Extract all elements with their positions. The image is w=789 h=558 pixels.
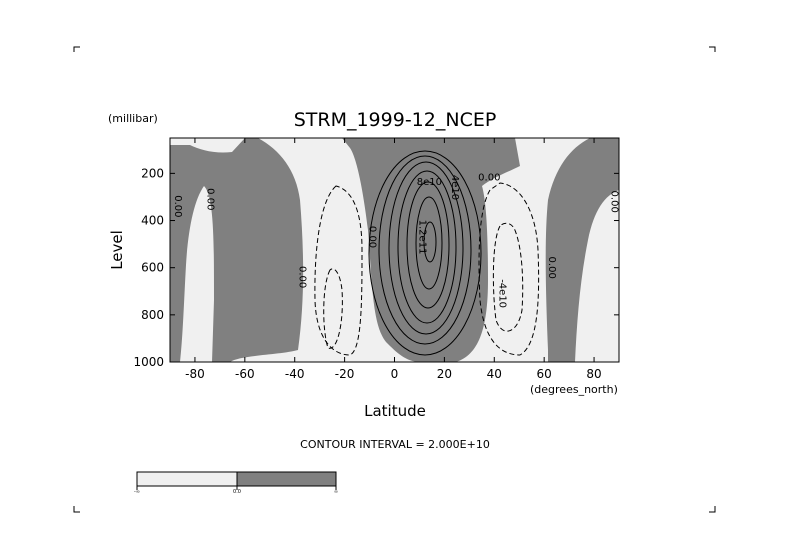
x-tick-label: 0 [391, 367, 399, 381]
colorbar-positive-swatch [236, 471, 337, 487]
contour-label: 8e10 [417, 177, 442, 188]
x-tick-label: -60 [235, 367, 255, 381]
filled-contours [170, 138, 619, 362]
positive-region-tropics [342, 138, 520, 362]
positive-region-north-polar [545, 138, 619, 362]
y-tick-label: 1000 [133, 355, 164, 369]
positive-region-south-polar [170, 138, 304, 362]
contour-line [406, 181, 450, 309]
colorbar: -∞ 0.0 ∞ [134, 471, 338, 495]
x-tick-label: 60 [537, 367, 552, 381]
x-tick-label: -80 [185, 367, 205, 381]
contour-line [368, 150, 482, 356]
crop-mark-bottom-left [73, 506, 80, 513]
contour-label: 0.00 [367, 226, 378, 248]
x-tick-label: 20 [437, 367, 452, 381]
x-unit-label: (degrees_north) [530, 383, 618, 396]
colorbar-label-zero: 0.0 [233, 489, 241, 495]
y-unit-label: (millibar) [108, 112, 158, 125]
contour-line [388, 161, 464, 335]
crop-marks [73, 46, 716, 513]
contour-label: 1.2e11 [416, 220, 427, 255]
x-tick-label: 80 [586, 367, 601, 381]
negative-contour-line [492, 222, 524, 332]
contour-line [378, 155, 472, 345]
y-axis-label: Level [108, 230, 126, 270]
chart-title: STRM_1999-12_NCEP [294, 109, 497, 131]
contour-interval-label: CONTOUR INTERVAL = 2.000E+10 [300, 438, 490, 451]
contour-label: 4e10 [449, 175, 460, 200]
y-axis: 200 400 600 800 1000 [133, 166, 619, 369]
negative-contour-line [323, 268, 343, 349]
contour-line [415, 196, 443, 290]
contour-labels: 0.00 0.00 0.00 0.00 8e10 4e10 1.2e11 0.00 -4e10 0… [172, 172, 620, 308]
x-axis-label: Latitude [364, 402, 426, 420]
contour-label: 0.00 [546, 257, 557, 279]
negative-contour-line [314, 185, 363, 356]
contour-label: 0.00 [297, 266, 308, 288]
contour-line [423, 221, 437, 263]
x-tick-label: -20 [335, 367, 355, 381]
x-axis: -80 -60 -40 -20 0 20 40 60 80 [185, 138, 602, 381]
negative-contour-line [478, 182, 540, 356]
contour-label: 0.00 [478, 172, 500, 183]
negative-contours [314, 182, 540, 356]
contour-label: 0.00 [204, 188, 215, 210]
crop-mark-bottom-right [709, 506, 716, 513]
colorbar-label-max: ∞ [334, 489, 338, 495]
contour-label: 0.00 [172, 195, 183, 217]
positive-contours [368, 150, 482, 356]
x-tick-label: -40 [285, 367, 305, 381]
contour-line [397, 170, 457, 324]
crop-mark-top-right [709, 46, 716, 52]
contour-label: 0.00 [609, 191, 620, 213]
crop-mark-top-left [73, 46, 80, 52]
colorbar-label-min: -∞ [134, 489, 140, 495]
colorbar-negative-swatch [136, 471, 238, 487]
y-tick-label: 400 [141, 214, 164, 228]
y-tick-label: 600 [141, 261, 164, 275]
x-tick-label: 40 [487, 367, 502, 381]
contour-label: -4e10 [496, 279, 507, 308]
y-tick-label: 200 [141, 166, 164, 180]
y-tick-label: 800 [141, 308, 164, 322]
